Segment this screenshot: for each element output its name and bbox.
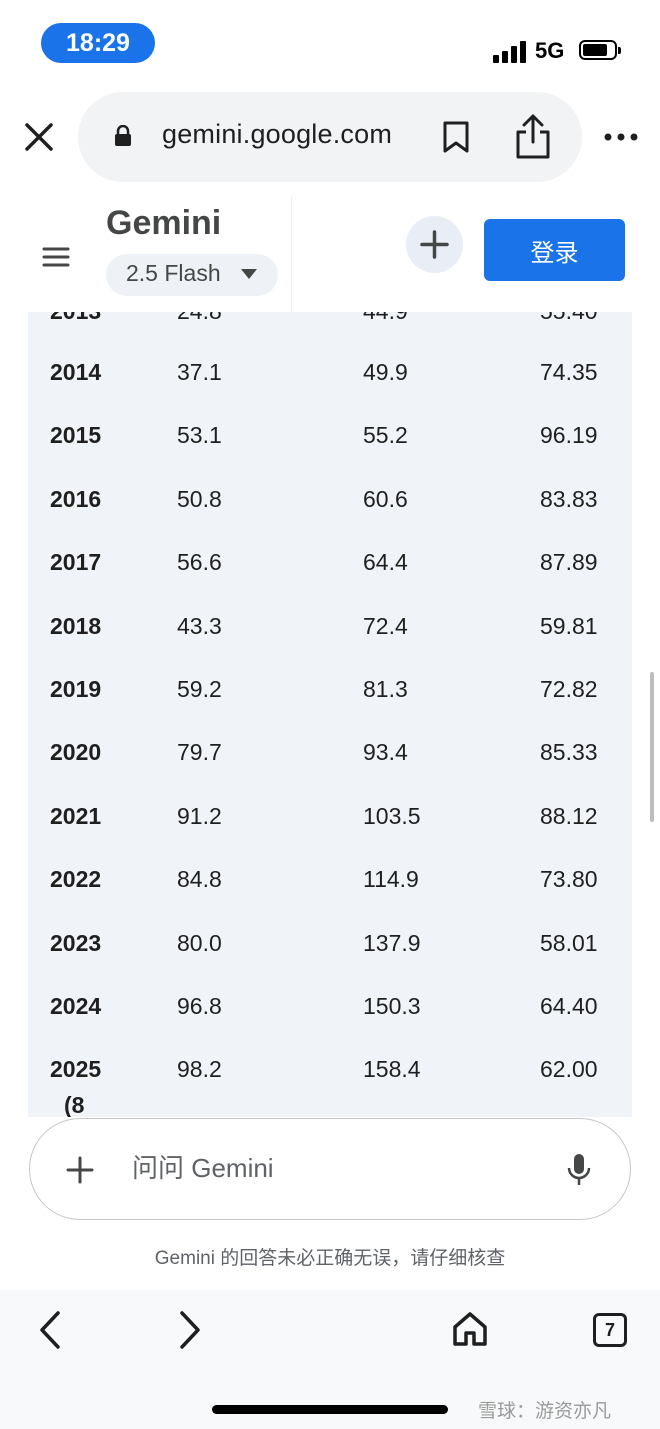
address-bar[interactable] [78,92,582,182]
table-cell-year: 2013 [50,312,101,325]
table-row: 2024 96.8 150.3 64.40 [28,993,632,1056]
forward-icon[interactable] [176,1310,204,1350]
table-cell: 59.81 [540,612,598,639]
table-cell: 74.35 [540,359,598,385]
table-cell: 62.00 [540,1056,598,1083]
watermark: 雪球：游资亦凡 [478,1401,612,1422]
close-icon[interactable] [22,120,56,154]
table-cell: 158.4 [363,1056,421,1083]
prompt-input[interactable] [132,1148,532,1188]
table-cell: 72.4 [363,612,408,639]
table-row: 2015 53.1 55.2 96.19 [28,422,632,485]
table-cell: 64.40 [540,993,598,1019]
header-divider [291,196,292,312]
table-cell: 49.9 [363,359,408,385]
status-time: 18:29 [41,23,155,63]
table-cell-year: 2021 [50,802,102,829]
battery-icon [579,40,621,60]
table-cell: 37.1 [177,359,222,385]
table-cell: 88.12 [540,802,598,829]
table-cell: 114.9 [363,866,419,893]
table-cell: 150.3 [363,993,421,1019]
back-icon[interactable] [36,1310,64,1350]
plus-icon[interactable] [66,1156,94,1184]
home-icon[interactable] [452,1311,488,1347]
table-cell: 103.5 [363,802,421,829]
login-button[interactable]: 登录 [484,219,625,281]
signal-icon [493,41,527,63]
table-cell: 60.6 [363,485,408,512]
table-row: 2020 79.7 93.4 85.33 [28,739,632,802]
table-row: 2017 56.6 64.4 87.89 [28,549,632,612]
table-cell: 85.33 [540,739,598,766]
share-icon[interactable] [514,112,552,160]
table-cell: 43.3 [177,612,222,639]
table-cell-year: 2014 [50,359,102,385]
table-cell: 81.3 [363,676,408,702]
table-cell-year: 2018 [50,612,102,639]
menu-icon[interactable] [42,246,70,268]
table-cell: 79.7 [177,739,222,766]
table-row: 2019 59.2 81.3 72.82 [28,676,632,739]
table-cell-year: 2023 [50,929,102,956]
table-cell-year: 2017 [50,549,102,576]
table-cell: 58.01 [540,929,598,956]
table-cell: 84.8 [177,866,222,893]
table-cell: 55.40 [540,312,598,325]
table-cell: 96.8 [177,993,222,1019]
lock-icon [115,125,131,146]
table-cell: 80.0 [177,929,222,956]
table-cell-year: 2025 [50,1056,102,1083]
table-cell: 87.89 [540,549,598,576]
bookmark-icon[interactable] [441,120,471,154]
table-cell-year: 2016 [50,485,102,512]
home-indicator[interactable] [212,1405,448,1414]
url-text[interactable]: gemini.google.com [162,119,393,149]
scrollbar[interactable] [650,672,654,822]
table-cell: 44.9 [363,312,408,325]
more-icon[interactable] [604,128,638,146]
table-cell-year: 2024 [50,993,102,1019]
table-cell-year: 2022 [50,866,102,893]
table-cell: 98.2 [177,1056,222,1083]
table-cell: 91.2 [177,802,222,829]
status-bar: 18:29 5G [0,0,660,90]
table-cell: 137.9 [363,929,421,956]
table-cell: 56.6 [177,549,222,576]
data-table: 2013 24.8 44.9 55.40 201437.149.974.3520… [28,312,632,1117]
table-row: 2022 84.8 114.9 73.80 [28,866,632,929]
table-cell-continuation: (8 [64,1092,85,1117]
caret-down-icon[interactable] [240,268,258,280]
table-row: 2014 37.1 49.9 74.35 [28,359,632,422]
table-cell: 55.2 [363,422,408,449]
table-cell-year: 2015 [50,422,102,449]
table-row-partial: 2013 24.8 44.9 55.40 [28,312,632,361]
table-cell-year: 2020 [50,739,102,766]
table-cell: 93.4 [363,739,408,766]
tabs-button[interactable]: 7 [593,1313,627,1347]
table-row: 2016 50.8 60.6 83.83 [28,486,632,549]
app-title: Gemini [106,204,222,242]
table-cell: 53.1 [177,422,222,449]
table-row: 2018 43.3 72.4 59.81 [28,613,632,676]
network-type: 5G [535,38,565,63]
table-cell: 24.8 [177,312,222,325]
table-cell-year: 2019 [50,676,102,702]
table-cell: 59.2 [177,676,222,702]
disclaimer: Gemini 的回答未必正确无误，请仔细核查 [154,1248,506,1269]
table-cell: 96.19 [540,422,598,449]
new-chat-button[interactable] [406,216,463,273]
table-row: 2023 80.0 137.9 58.01 [28,930,632,993]
table-row: 2021 91.2 103.5 88.12 [28,803,632,866]
plus-icon [420,230,449,259]
table-cell: 72.82 [540,676,598,702]
table-cell: 50.8 [177,485,222,512]
table-cell: 83.83 [540,485,598,512]
mic-icon[interactable] [567,1153,591,1187]
table-cell: 64.4 [363,549,408,576]
table-cell: 73.80 [540,866,598,893]
table-row: 2025 98.2 158.4 62.00 [28,1056,632,1117]
model-label[interactable]: 2.5 Flash [126,260,221,286]
